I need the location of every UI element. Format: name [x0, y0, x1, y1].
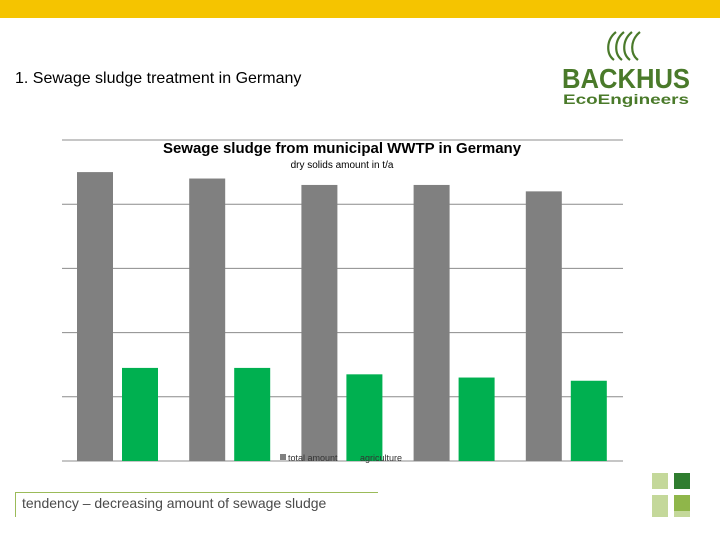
caption-frame [15, 492, 378, 517]
bar-agriculture-5 [570, 380, 607, 461]
decorative-squares [652, 473, 690, 517]
legend-swatch [280, 454, 286, 460]
bar-total-amount-3 [301, 184, 338, 461]
deco-square-2 [674, 473, 690, 489]
company-logo: BACKHUS EcoEngineers [562, 31, 690, 107]
chart-subtitle: dry solids amount in t/a [291, 160, 394, 171]
chart-legend: total amount agriculture [280, 453, 402, 463]
bar-agriculture-4 [458, 377, 495, 461]
logo-swirl-icon [607, 31, 641, 61]
bar-total-amount-1 [77, 172, 113, 461]
deco-square-4 [674, 495, 690, 511]
legend-label: total amount [288, 453, 338, 463]
legend-swatch [352, 454, 358, 460]
legend-label: agriculture [360, 453, 402, 463]
logo-tagline-text: EcoEngineers [563, 91, 689, 107]
bar-agriculture-3 [346, 374, 383, 461]
top-accent-band [0, 0, 720, 18]
chart-title: Sewage sludge from municipal WWTP in Ger… [163, 140, 522, 157]
deco-square-6 [674, 511, 690, 517]
chart-bars [77, 172, 607, 462]
bar-total-amount-4 [413, 184, 450, 461]
deco-square-3 [652, 495, 668, 511]
deco-square-5 [652, 511, 668, 517]
page-title: 1. Sewage sludge treatment in Germany [15, 70, 302, 87]
deco-square-1 [652, 473, 668, 489]
bar-agriculture-2 [234, 367, 271, 461]
bar-agriculture-1 [122, 367, 158, 461]
slide-caption: tendency – decreasing amount of sewage s… [22, 495, 327, 511]
bar-total-amount-5 [525, 191, 562, 462]
logo-brand-text: BACKHUS [562, 63, 690, 94]
bar-total-amount-2 [189, 178, 226, 461]
